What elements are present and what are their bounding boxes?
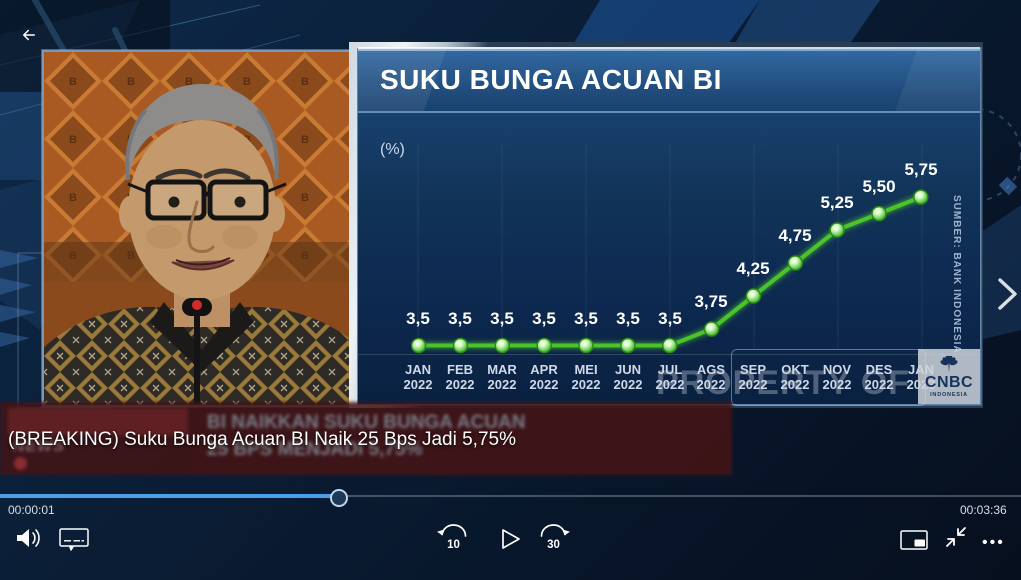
svg-text:30: 30: [547, 539, 560, 551]
svg-text:10: 10: [447, 539, 460, 551]
